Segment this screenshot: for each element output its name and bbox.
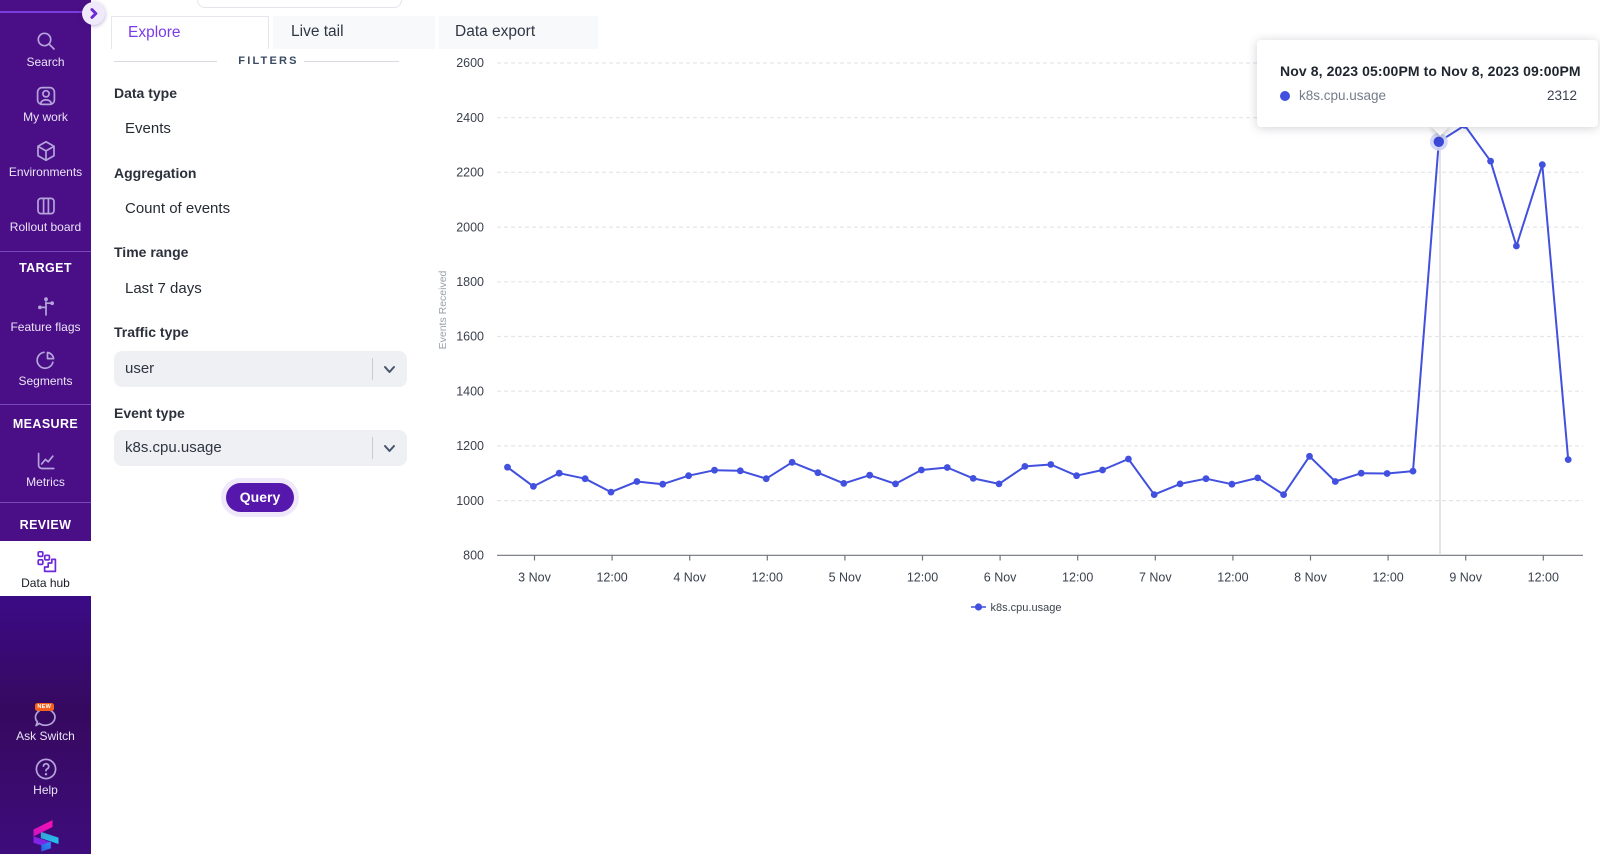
- svg-text:4 Nov: 4 Nov: [673, 571, 706, 585]
- svg-text:7 Nov: 7 Nov: [1139, 571, 1172, 585]
- svg-text:2400: 2400: [456, 111, 484, 125]
- svg-text:2000: 2000: [456, 220, 484, 234]
- svg-text:2600: 2600: [456, 56, 484, 70]
- svg-text:9 Nov: 9 Nov: [1449, 571, 1482, 585]
- svg-text:2200: 2200: [456, 166, 484, 180]
- svg-text:8 Nov: 8 Nov: [1294, 571, 1327, 585]
- svg-text:k8s.cpu.usage: k8s.cpu.usage: [991, 602, 1062, 614]
- svg-text:800: 800: [463, 549, 484, 563]
- svg-text:3 Nov: 3 Nov: [518, 571, 551, 585]
- svg-text:1000: 1000: [456, 494, 484, 508]
- svg-text:12:00: 12:00: [1062, 571, 1093, 585]
- svg-text:12:00: 12:00: [1217, 571, 1248, 585]
- svg-text:5 Nov: 5 Nov: [829, 571, 862, 585]
- svg-text:1800: 1800: [456, 275, 484, 289]
- svg-text:12:00: 12:00: [907, 571, 938, 585]
- svg-text:1400: 1400: [456, 384, 484, 398]
- svg-text:12:00: 12:00: [596, 571, 627, 585]
- svg-text:12:00: 12:00: [752, 571, 783, 585]
- svg-text:1600: 1600: [456, 330, 484, 344]
- svg-text:Events Received: Events Received: [437, 270, 449, 349]
- svg-text:12:00: 12:00: [1372, 571, 1403, 585]
- svg-text:12:00: 12:00: [1528, 571, 1559, 585]
- svg-text:1200: 1200: [456, 439, 484, 453]
- svg-text:6 Nov: 6 Nov: [984, 571, 1017, 585]
